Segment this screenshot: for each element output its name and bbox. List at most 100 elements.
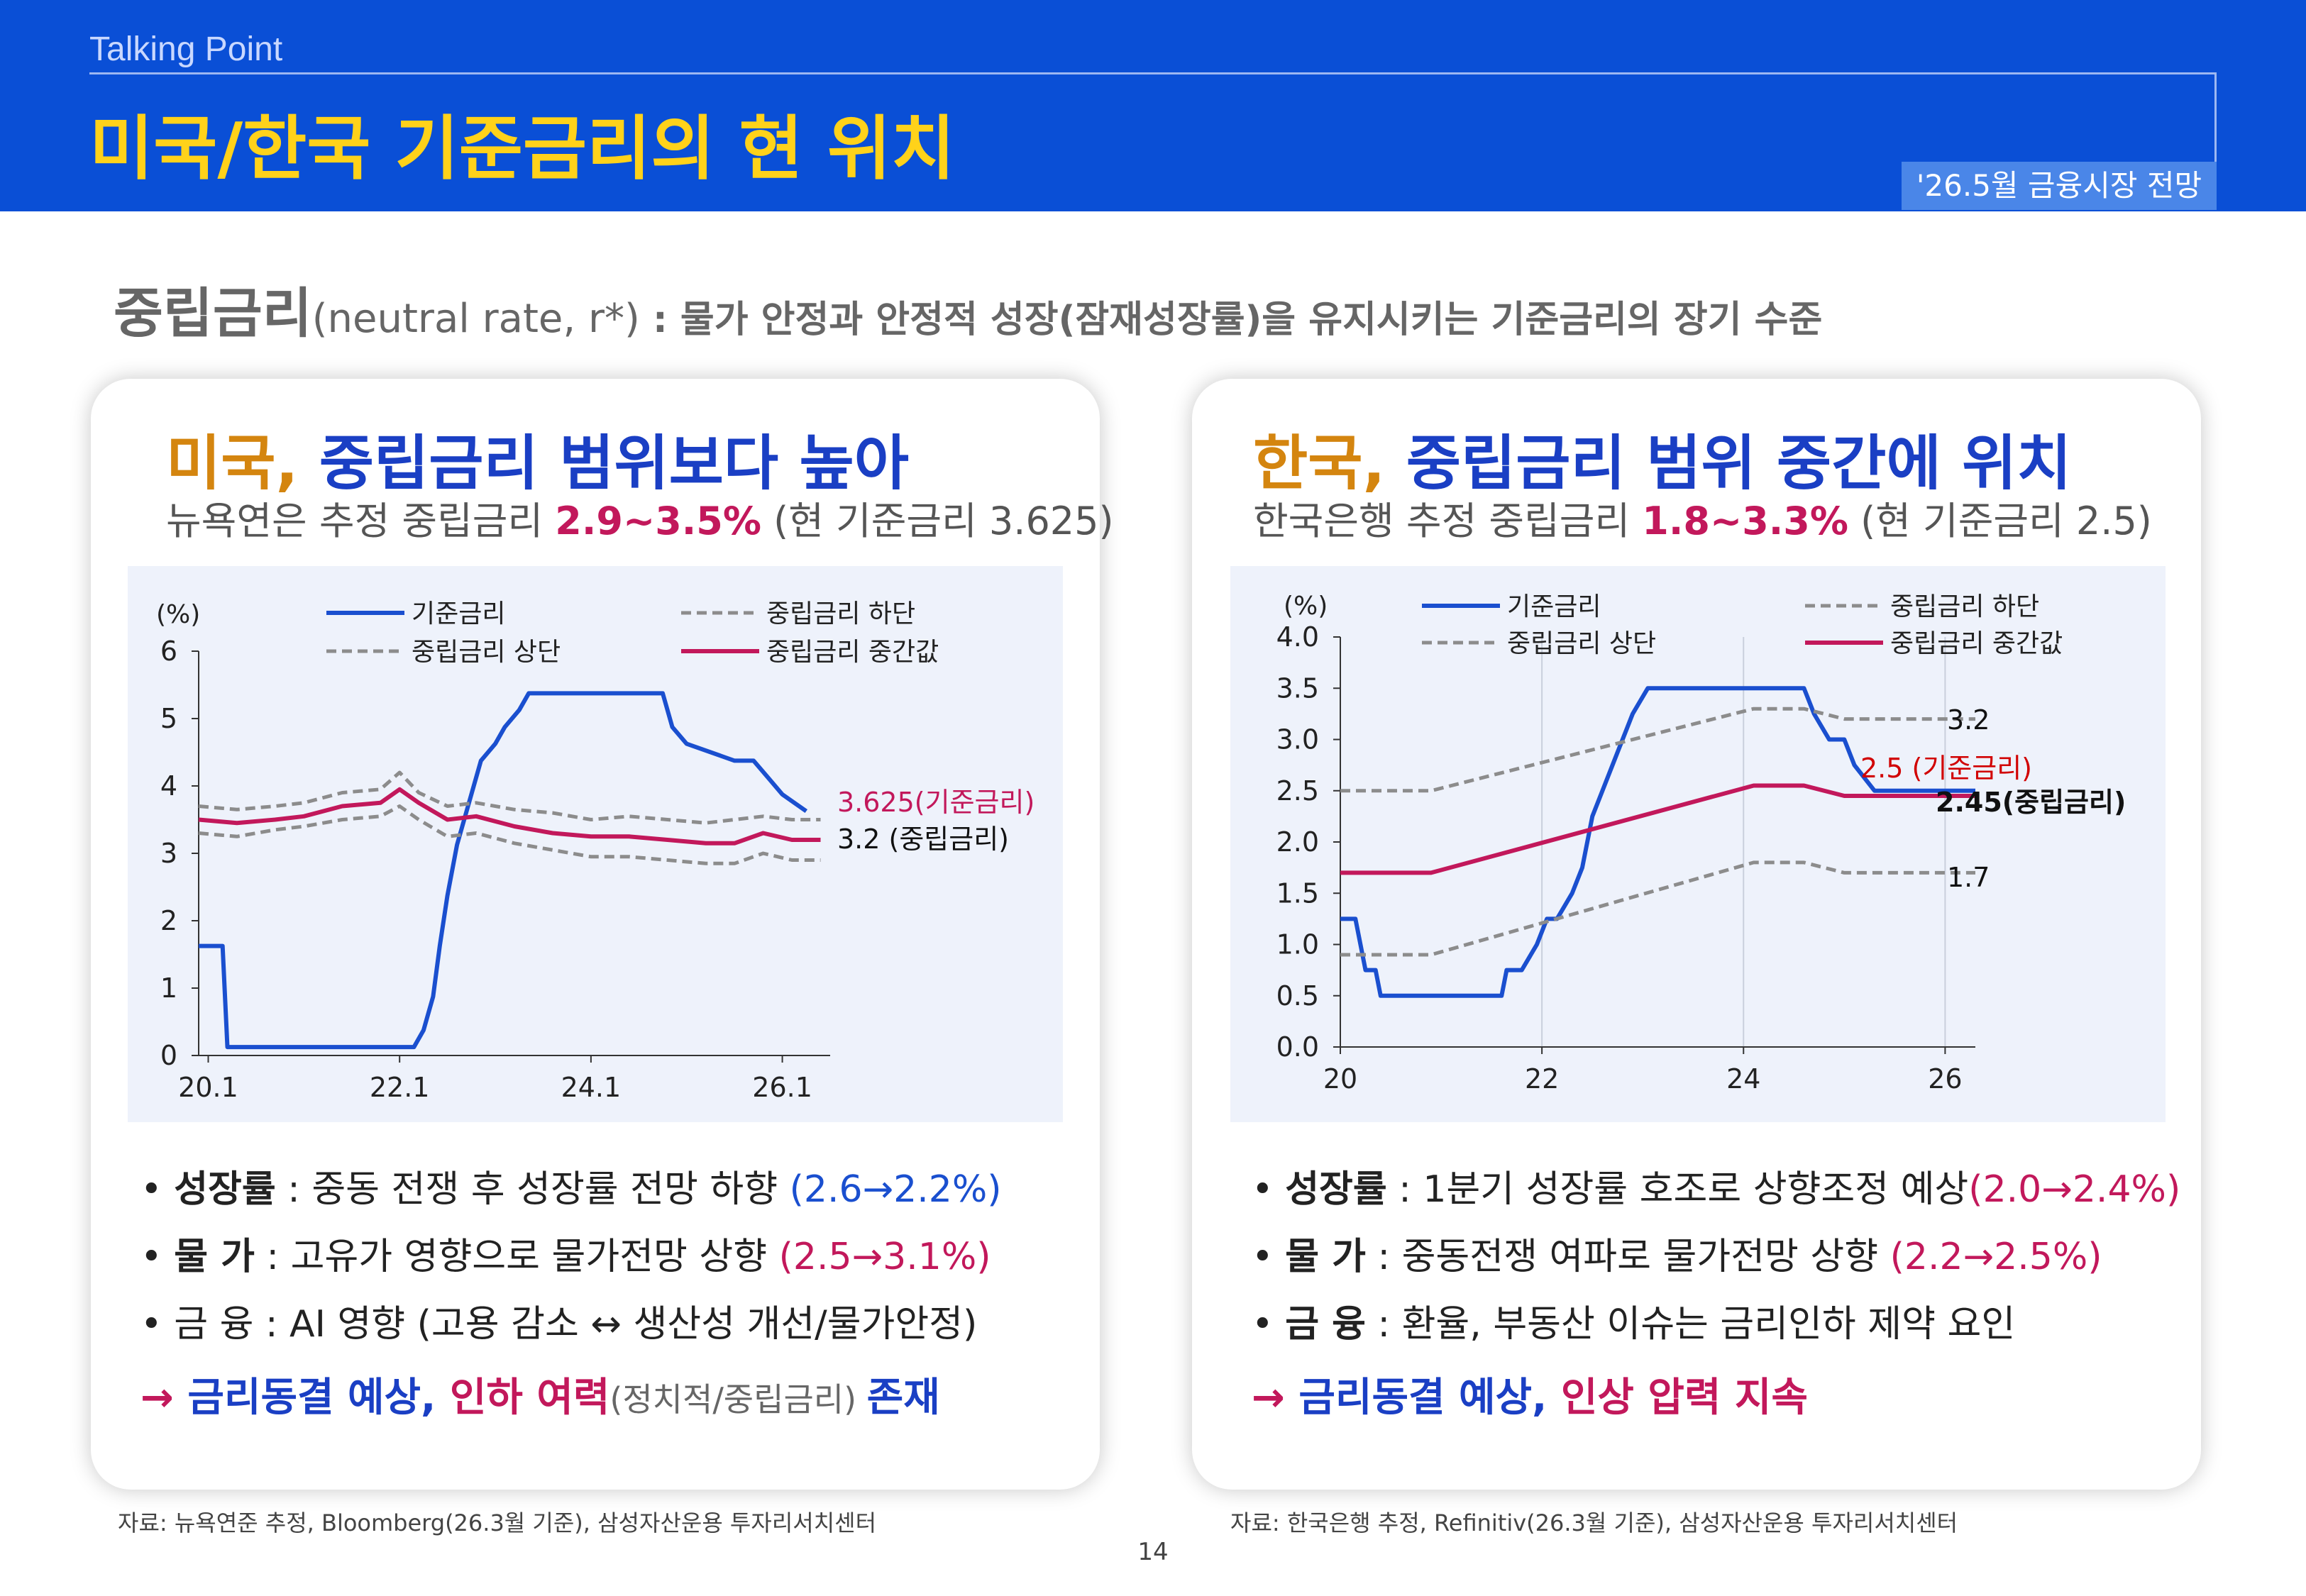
- definition-term: 중립금리: [114, 282, 312, 345]
- us-x-tick-label: 26.1: [752, 1072, 812, 1103]
- bullet-label: 물 가: [174, 1236, 255, 1278]
- us-chart-panel: 0 1 2 3 4 5 6 (%) 20.1 22.1 24.1 26.1 기준금리 중립금리 하단 중립금…: [128, 566, 1063, 1122]
- kr-title-country: 한국,: [1253, 428, 1386, 498]
- us-series-line: [199, 691, 808, 1050]
- kr-y-tick-label: 1.5: [1276, 877, 1319, 909]
- us-x-tick-label: 22.1: [370, 1072, 430, 1103]
- kr-x-tick-label: 24: [1726, 1063, 1760, 1095]
- conclusion-part-b: 인하 여력: [449, 1375, 610, 1421]
- kr-source-note: 자료: 한국은행 추정, Refinitiv(26.3월 기준), 삼성자산운용…: [1230, 1509, 1958, 1536]
- bullet-text: : 환율, 부동산 이슈는 금리인하 제약 요인: [1366, 1303, 2016, 1346]
- us-y-tick-label: 0: [160, 1040, 177, 1071]
- bullet-label: 성장률: [174, 1168, 276, 1211]
- us-y-tick-label: 6: [160, 636, 177, 667]
- us-x-tick-label: 20.1: [178, 1072, 238, 1103]
- definition-text: : 물가 안정과 안정적 성장(잠재성장률)을 유지시키는 기준금리의 장기 수…: [639, 299, 1823, 341]
- us-conclusion: → 금리동결 예상, 인하 여력(정치적/중립금리) 존재: [140, 1365, 1091, 1423]
- us-legend-label: 중립금리 중간값: [766, 638, 939, 667]
- us-card: 미국, 중립금리 범위보다 높아 뉴욕연은 추정 중립금리 2.9~3.5% (…: [91, 379, 1114, 1490]
- us-sub-range: 2.9~3.5%: [555, 499, 761, 543]
- conclusion-comma: ,: [1532, 1375, 1561, 1421]
- us-series-line: [198, 787, 821, 846]
- page-number: 14: [1137, 1538, 1169, 1566]
- bullet-text: : 중동 전쟁 후 성장률 전망 하향: [275, 1168, 790, 1211]
- bullet-highlight: (2.2→2.5%): [1890, 1236, 2102, 1278]
- kr-card: 한국, 중립금리 범위 중간에 위치 한국은행 추정 중립금리 1.8~3.3%…: [1192, 379, 2201, 1490]
- kr-y-tick-label: 2.0: [1276, 826, 1319, 858]
- us-series-line: [198, 770, 821, 825]
- kr-card-title: 한국, 중립금리 범위 중간에 위치: [1253, 416, 2072, 501]
- kr-bullet-finance: • 금 융 : 환율, 부동산 이슈는 금리인하 제약 요인: [1252, 1303, 2016, 1346]
- kr-annotation: 2.45(중립금리): [1936, 787, 2126, 818]
- bullet-text: : AI 영향 (고용 감소 ↔ 생산성 개선/물가안정): [253, 1303, 978, 1346]
- us-y-tick-label: 4: [160, 770, 177, 802]
- kr-y-tick-label: 0.5: [1276, 980, 1319, 1012]
- kr-bullets: • 성장률 : 1분기 성장률 호조로 상향조정 예상(2.0→2.4%) • …: [1252, 1159, 2202, 1423]
- bullet-text: : 중동전쟁 여파로 물가전망 상향: [1366, 1236, 1890, 1278]
- kr-series-line: [1340, 686, 1975, 998]
- kr-y-tick-label: 1.0: [1276, 929, 1319, 960]
- conclusion-part-c: (정치적/중립금리): [609, 1380, 867, 1419]
- us-series-line: [198, 804, 821, 865]
- kr-legend-label: 중립금리 상단: [1507, 629, 1656, 658]
- kr-series-line: [1340, 783, 1975, 875]
- bullet-text: : 고유가 영향으로 물가전망 상향: [255, 1236, 779, 1278]
- us-y-tick-label: 1: [160, 972, 177, 1004]
- us-x-tick-label: 24.1: [561, 1072, 622, 1103]
- bullet-label: 금 융: [1285, 1303, 1366, 1346]
- us-y-tick-label: 5: [160, 703, 177, 734]
- page-title: 미국/한국 기준금리의 현 위치: [89, 109, 956, 189]
- us-y-tick-label: 2: [160, 905, 177, 936]
- bullet-highlight: (2.5→3.1%): [778, 1236, 991, 1278]
- us-bullet-finance: • 금 융 : AI 영향 (고용 감소 ↔ 생산성 개선/물가안정): [140, 1303, 978, 1346]
- conclusion-comma: ,: [421, 1375, 450, 1421]
- us-legend-label: 중립금리 하단: [766, 599, 915, 628]
- conclusion-part-a: 금리동결 예상: [187, 1375, 421, 1421]
- conclusion-arrow: →: [1252, 1375, 1299, 1421]
- us-rate-chart: 0 1 2 3 4 5 6 (%) 20.1 22.1 24.1 26.1 기준금리 중립금리 하단중립금…: [156, 599, 1035, 1103]
- kr-y-tick-label: 0.0: [1276, 1031, 1319, 1063]
- us-sub-suffix: (현 기준금리 3.625): [761, 499, 1114, 543]
- us-title-country: 미국,: [166, 428, 299, 498]
- bullet-label: 금 융: [174, 1303, 254, 1346]
- kr-series-line: [1340, 706, 1975, 793]
- kr-y-tick-label: 3.0: [1276, 724, 1319, 755]
- kr-card-subtitle: 한국은행 추정 중립금리 1.8~3.3% (현 기준금리 2.5): [1253, 489, 2152, 545]
- us-bullet-inflation: • 물 가 : 고유가 영향으로 물가전망 상향 (2.5→3.1%): [140, 1236, 991, 1278]
- us-card-title: 미국, 중립금리 범위보다 높아: [166, 416, 909, 501]
- us-bullet-growth: • 성장률 : 중동 전쟁 후 성장률 전망 하향 (2.6→2.2%): [140, 1168, 1002, 1211]
- us-y-tick-label: 3: [160, 838, 177, 869]
- us-annotation: 3.625(기준금리): [837, 787, 1035, 818]
- kr-annotation: 2.5 (기준금리): [1860, 753, 2032, 784]
- us-source-note: 자료: 뉴욕연준 추정, Bloomberg(26.3월 기준), 삼성자산운용…: [118, 1509, 877, 1536]
- conclusion-part-a: 금리동결 예상: [1298, 1375, 1533, 1421]
- kr-x-tick-label: 22: [1525, 1063, 1559, 1095]
- section-label: Talking Point: [89, 31, 283, 68]
- us-annotation: 3.2 (중립금리): [837, 824, 1009, 855]
- us-legend-label: 중립금리 상단: [412, 638, 561, 667]
- kr-x-tick-label: 26: [1928, 1063, 1962, 1095]
- header-bar: Talking Point 미국/한국 기준금리의 현 위치 '26.5월 금융…: [0, 0, 2306, 211]
- kr-title-text: 중립금리 범위 중간에 위치: [1385, 428, 2072, 498]
- bullet-label: 물 가: [1285, 1236, 1366, 1278]
- us-title-text: 중립금리 범위보다 높아: [298, 428, 910, 498]
- kr-legend-label: 중립금리 중간값: [1890, 629, 2063, 658]
- kr-annotation: 1.7: [1947, 862, 1990, 893]
- kr-chart-panel: 0.0 0.5 1.0 1.5 2.0 2.5 3.0 3.5 4.0 (%) 20 22 24 26 기준…: [1230, 566, 2166, 1122]
- kr-y-unit-label: (%): [1284, 592, 1328, 621]
- kr-sub-range: 1.8~3.3%: [1642, 499, 1848, 543]
- kr-legend-label: 기준금리: [1507, 592, 1601, 621]
- bullet-highlight: (2.6→2.2%): [789, 1168, 1002, 1211]
- header-rule-vertical: [2214, 72, 2217, 165]
- kr-annotation: 3.2: [1947, 704, 1990, 736]
- us-bullets: • 성장률 : 중동 전쟁 후 성장률 전망 하향 (2.6→2.2%) • 물…: [140, 1159, 1091, 1423]
- kr-sub-prefix: 한국은행 추정 중립금리: [1253, 499, 1643, 543]
- bullet-text: : 1분기 성장률 호조로 상향조정 예상: [1386, 1168, 1969, 1211]
- kr-y-tick-label: 4.0: [1276, 621, 1319, 653]
- kr-legend-label: 중립금리 하단: [1890, 592, 2039, 621]
- bullet-label: 성장률: [1285, 1168, 1387, 1211]
- us-card-subtitle: 뉴욕연은 추정 중립금리 2.9~3.5% (현 기준금리 3.625): [166, 489, 1114, 545]
- kr-x-tick-label: 20: [1323, 1063, 1357, 1095]
- neutral-rate-definition: 중립금리(neutral rate, r*) : 물가 안정과 안정적 성장(잠…: [114, 270, 1822, 348]
- us-legend-label: 기준금리: [412, 599, 505, 628]
